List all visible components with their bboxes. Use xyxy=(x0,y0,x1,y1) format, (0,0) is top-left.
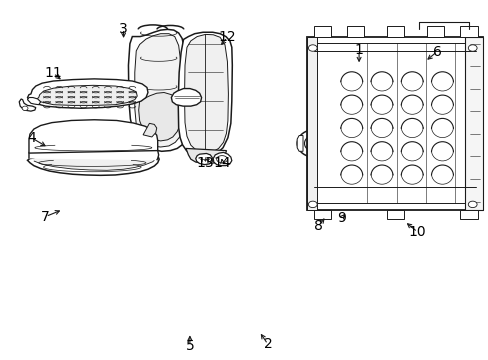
Polygon shape xyxy=(313,211,330,220)
Polygon shape xyxy=(185,148,226,164)
Polygon shape xyxy=(313,26,330,37)
Circle shape xyxy=(468,201,476,208)
Polygon shape xyxy=(346,26,364,37)
Polygon shape xyxy=(171,89,201,106)
Text: 7: 7 xyxy=(41,210,50,224)
Polygon shape xyxy=(459,26,477,37)
Polygon shape xyxy=(386,211,404,220)
Circle shape xyxy=(22,106,28,111)
Circle shape xyxy=(342,141,350,147)
Text: 5: 5 xyxy=(185,339,194,353)
Polygon shape xyxy=(344,140,348,146)
Text: 9: 9 xyxy=(337,211,346,225)
Circle shape xyxy=(304,134,328,152)
Polygon shape xyxy=(29,120,158,153)
Text: 12: 12 xyxy=(218,30,236,44)
Text: 8: 8 xyxy=(313,219,323,233)
Polygon shape xyxy=(213,152,231,166)
Text: 6: 6 xyxy=(432,45,441,59)
Circle shape xyxy=(310,139,322,148)
Polygon shape xyxy=(32,149,156,170)
Polygon shape xyxy=(27,98,41,105)
Text: 3: 3 xyxy=(119,22,128,36)
Polygon shape xyxy=(128,30,188,151)
Text: 2: 2 xyxy=(263,337,272,351)
Polygon shape xyxy=(184,35,228,153)
Polygon shape xyxy=(459,211,477,220)
Polygon shape xyxy=(195,153,212,165)
Polygon shape xyxy=(297,135,303,151)
Polygon shape xyxy=(464,37,483,211)
Polygon shape xyxy=(27,148,159,175)
Text: 10: 10 xyxy=(408,225,426,239)
Polygon shape xyxy=(306,37,316,211)
Text: 4: 4 xyxy=(27,131,36,145)
Polygon shape xyxy=(143,123,157,137)
Text: 11: 11 xyxy=(44,66,62,80)
Circle shape xyxy=(297,129,335,158)
Circle shape xyxy=(308,201,317,208)
Text: 13: 13 xyxy=(196,156,214,170)
Polygon shape xyxy=(29,135,158,160)
Polygon shape xyxy=(139,93,180,141)
Polygon shape xyxy=(135,34,183,147)
Circle shape xyxy=(308,45,317,51)
Polygon shape xyxy=(19,99,36,111)
Polygon shape xyxy=(306,37,483,211)
Polygon shape xyxy=(178,32,232,158)
Circle shape xyxy=(468,45,476,51)
Polygon shape xyxy=(27,79,148,108)
Polygon shape xyxy=(386,26,404,37)
Polygon shape xyxy=(426,26,444,37)
Text: 1: 1 xyxy=(354,43,363,57)
Polygon shape xyxy=(75,154,89,156)
Text: 14: 14 xyxy=(213,156,231,170)
Polygon shape xyxy=(36,85,137,105)
